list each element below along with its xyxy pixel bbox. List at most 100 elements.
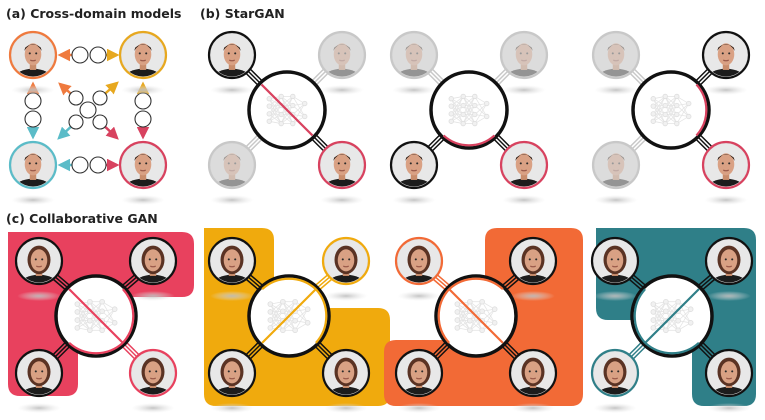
- connector-line: [248, 67, 263, 82]
- face-avatar-icon: [128, 348, 178, 413]
- face-mouth: [520, 59, 528, 62]
- nn-node: [266, 96, 272, 102]
- connector-line: [697, 136, 712, 151]
- nn-edge: [76, 311, 91, 331]
- face-eye: [724, 370, 727, 373]
- face-head: [134, 43, 152, 66]
- nn-edge: [269, 303, 284, 331]
- nn-edge: [268, 96, 282, 115]
- face-shadow: [121, 85, 165, 95]
- nn-node: [448, 111, 454, 117]
- nn-node: [290, 102, 296, 109]
- nn-edge: [89, 301, 103, 321]
- connector-line: [125, 277, 141, 291]
- face-avatar-icon: [508, 348, 558, 413]
- connector-line: [426, 71, 441, 86]
- nn-edge: [101, 310, 115, 324]
- nn-node: [484, 100, 490, 107]
- nn-node: [280, 327, 286, 334]
- face-neck: [228, 170, 236, 180]
- connector-line: [495, 136, 510, 151]
- connector-line: [244, 341, 260, 357]
- nn-node: [674, 93, 680, 100]
- nn-node: [454, 325, 461, 331]
- nn-node: [674, 102, 680, 109]
- face-inner: [704, 143, 748, 187]
- connector-line: [314, 345, 330, 361]
- face-hair: [223, 153, 241, 161]
- face-inner: [320, 33, 364, 77]
- face-avatar-icon: [118, 140, 168, 205]
- face-eye: [721, 52, 724, 55]
- face-shirt: [708, 178, 744, 187]
- connector-line: [503, 343, 519, 359]
- face-inner: [17, 239, 61, 283]
- face-eye: [35, 52, 38, 55]
- face-head: [333, 153, 351, 176]
- face-shadow: [320, 195, 364, 205]
- face-inner: [11, 33, 55, 77]
- connector-line: [246, 69, 261, 84]
- nn-node: [87, 317, 93, 324]
- connector-line: [244, 134, 259, 149]
- face-neck: [520, 170, 528, 180]
- nn-edge: [469, 311, 483, 331]
- face-shadow: [324, 291, 368, 301]
- face-eye: [341, 370, 344, 373]
- face-inner: [397, 239, 441, 283]
- face-mouth: [415, 377, 423, 380]
- nn-edge: [89, 311, 103, 331]
- face-bg: [594, 143, 638, 187]
- face-inner: [594, 143, 638, 187]
- face-hair: [333, 43, 351, 51]
- face-eye: [138, 52, 141, 55]
- nn-node: [467, 327, 473, 334]
- nn-edge: [677, 301, 692, 324]
- face-eye: [416, 52, 419, 55]
- nn-edge: [101, 308, 115, 322]
- face-eye: [724, 258, 727, 261]
- nn-node: [460, 120, 466, 127]
- face-shirt: [135, 274, 171, 283]
- face-eye: [28, 52, 31, 55]
- face-bg: [594, 33, 638, 77]
- face-eye: [227, 370, 230, 373]
- nn-edge: [481, 308, 495, 322]
- connector: [627, 341, 647, 361]
- face-inner: [210, 351, 254, 395]
- mapping-arc: [261, 277, 317, 290]
- face-hair: [717, 153, 735, 161]
- connector-line: [318, 277, 334, 291]
- nn-edge: [76, 310, 91, 329]
- nn-node: [267, 325, 274, 331]
- face-eye: [337, 162, 340, 165]
- face-inner: [593, 351, 637, 395]
- nn-node: [278, 120, 284, 127]
- mapping-line: [261, 288, 317, 344]
- face-eye: [519, 162, 522, 165]
- connector-line: [493, 67, 508, 82]
- face-eye: [617, 258, 620, 261]
- nn-edge: [474, 105, 488, 117]
- connector-line: [125, 341, 141, 357]
- nn-node: [448, 118, 454, 124]
- connector-line: [244, 277, 260, 291]
- nn-node: [454, 301, 461, 307]
- mini-generator-icon: [79, 101, 97, 119]
- face-avatar-icon: [8, 30, 58, 95]
- nn-edge: [450, 96, 464, 122]
- face-eye: [234, 370, 237, 373]
- face-shadow: [704, 85, 748, 95]
- face-avatar-icon: [508, 236, 558, 301]
- connector-line: [248, 345, 264, 361]
- nn-node: [74, 309, 81, 315]
- mini-generator-icon: [89, 156, 107, 174]
- nn-edge: [665, 311, 679, 331]
- connector-line: [51, 277, 67, 291]
- face-mouth: [29, 169, 37, 172]
- nn-node: [87, 298, 93, 305]
- face-mouth: [410, 169, 418, 172]
- connector-line: [428, 136, 443, 151]
- connector-line: [495, 69, 510, 84]
- nn-node: [674, 111, 680, 118]
